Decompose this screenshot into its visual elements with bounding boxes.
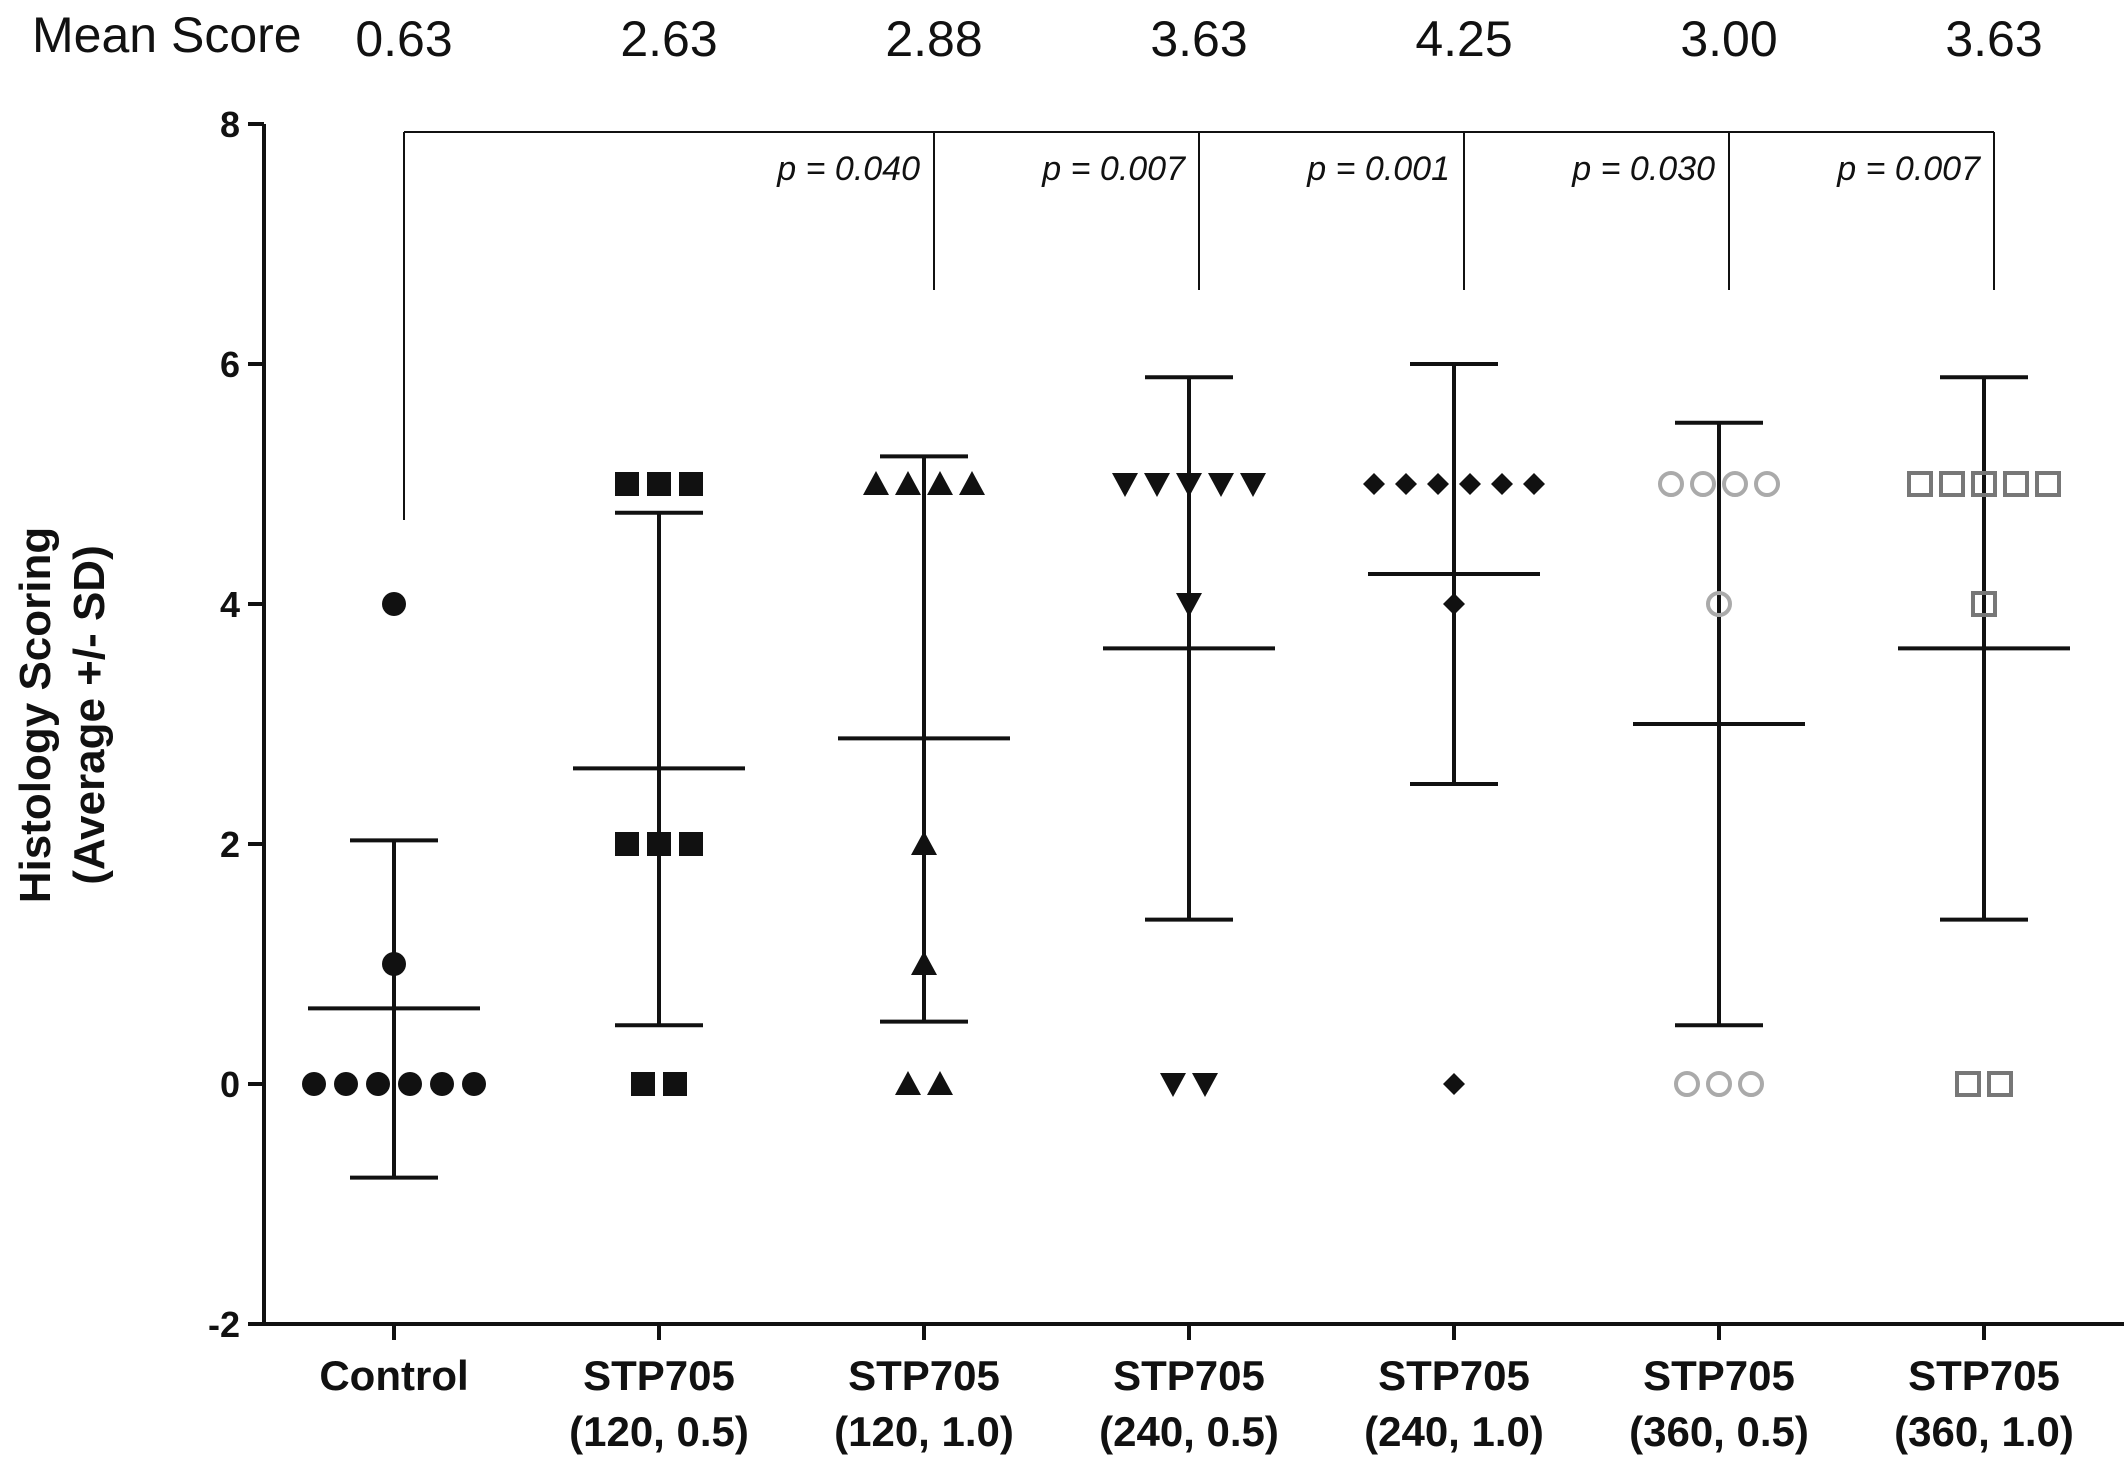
y-axis-title: Histology Scoring (Average +/- SD) xyxy=(11,527,114,903)
data-point-square xyxy=(679,472,703,496)
p-value-label: p = 0.040 xyxy=(776,150,920,188)
data-point-square xyxy=(663,1072,687,1096)
data-point-triangle-up xyxy=(911,951,937,975)
y-tick-label: 6 xyxy=(220,344,240,385)
data-point-diamond xyxy=(1523,473,1545,495)
p-value-label: p = 0.007 xyxy=(1836,150,1981,188)
category-label-line-2: (360, 1.0) xyxy=(1894,1408,2074,1455)
category-label-line-1: STP705 xyxy=(583,1352,735,1399)
data-point-square xyxy=(647,832,671,856)
mean-score-value: 3.00 xyxy=(1680,11,1777,67)
data-point-triangle-up xyxy=(927,1071,953,1095)
category-label-line-2: (240, 0.5) xyxy=(1099,1408,1279,1455)
data-point-diamond xyxy=(1443,593,1465,615)
data-point-triangle-down xyxy=(1112,473,1138,497)
data-point-circle xyxy=(366,1072,390,1096)
error-bars xyxy=(308,362,2070,1180)
data-point-circle xyxy=(398,1072,422,1096)
data-point-triangle-up xyxy=(895,1071,921,1095)
data-point-open-circle xyxy=(1690,471,1716,497)
mean-score-value: 3.63 xyxy=(1150,11,1247,67)
p-value-label: p = 0.001 xyxy=(1306,150,1450,188)
data-point-open-circle xyxy=(1738,1071,1764,1097)
mean-score-value: 2.63 xyxy=(620,11,717,67)
mean-score-value: 2.88 xyxy=(885,11,982,67)
data-point-square xyxy=(615,472,639,496)
data-point-diamond xyxy=(1491,473,1513,495)
data-point-open-square xyxy=(1971,471,1997,497)
data-point-open-circle xyxy=(1706,591,1732,617)
data-point-circle xyxy=(382,952,406,976)
category-label-line-2: (120, 0.5) xyxy=(569,1408,749,1455)
y-axis: -2 0 2 4 6 8 xyxy=(208,104,266,1345)
data-point-circle xyxy=(382,592,406,616)
y-tick-label: 2 xyxy=(220,824,240,865)
data-point-diamond xyxy=(1459,473,1481,495)
category-label-line-2: (120, 1.0) xyxy=(834,1408,1014,1455)
data-point-circle xyxy=(462,1072,486,1096)
data-point-diamond xyxy=(1427,473,1449,495)
data-point-triangle-up xyxy=(911,831,937,855)
category-label-line-1: STP705 xyxy=(1643,1352,1795,1399)
data-point-diamond xyxy=(1395,473,1417,495)
data-point-triangle-up xyxy=(895,471,921,495)
data-point-circle xyxy=(302,1072,326,1096)
category-label-line-2: (240, 1.0) xyxy=(1364,1408,1544,1455)
data-point-open-circle xyxy=(1674,1071,1700,1097)
data-point-open-square xyxy=(1955,1071,1981,1097)
data-point-square xyxy=(631,1072,655,1096)
data-point-open-circle xyxy=(1658,471,1684,497)
data-point-circle xyxy=(430,1072,454,1096)
y-tick-label: 0 xyxy=(220,1064,240,1105)
data-point-open-circle xyxy=(1706,1071,1732,1097)
significance-brackets: p = 0.040 p = 0.007 p = 0.001 p = 0.030 p = … xyxy=(403,131,1995,520)
category-label-line-1: Control xyxy=(319,1352,468,1399)
y-tick-label: 4 xyxy=(220,584,240,625)
y-tick-label: 8 xyxy=(220,104,240,145)
mean-score-value: 3.63 xyxy=(1945,11,2042,67)
category-label-line-1: STP705 xyxy=(1908,1352,2060,1399)
data-point-open-square xyxy=(1939,471,1965,497)
category-label-line-2: (360, 0.5) xyxy=(1629,1408,1809,1455)
data-point-open-square xyxy=(1987,1071,2013,1097)
data-point-triangle-down xyxy=(1144,473,1170,497)
data-points xyxy=(302,471,2061,1097)
p-value-label: p = 0.007 xyxy=(1041,150,1186,188)
data-point-triangle-down xyxy=(1240,473,1266,497)
category-label-line-1: STP705 xyxy=(848,1352,1000,1399)
data-point-triangle-down xyxy=(1192,1073,1218,1097)
data-point-diamond xyxy=(1443,1073,1465,1095)
mean-score-value: 4.25 xyxy=(1415,11,1512,67)
data-point-circle xyxy=(334,1072,358,1096)
data-point-open-square xyxy=(2003,471,2029,497)
category-label-line-1: STP705 xyxy=(1378,1352,1530,1399)
y-axis-title-line-1: Histology Scoring xyxy=(11,527,60,903)
data-point-triangle-up xyxy=(927,471,953,495)
data-point-triangle-down xyxy=(1176,593,1202,617)
data-point-triangle-down xyxy=(1176,473,1202,497)
mean-score-value: 0.63 xyxy=(355,11,452,67)
x-axis xyxy=(264,1322,2124,1340)
p-value-label: p = 0.030 xyxy=(1571,150,1715,188)
mean-score-row: 0.63 2.63 2.88 3.63 4.25 3.00 3.63 xyxy=(355,11,2042,67)
mean-score-title: Mean Score xyxy=(32,7,302,63)
data-point-open-square xyxy=(1971,591,1997,617)
category-label-line-1: STP705 xyxy=(1113,1352,1265,1399)
y-axis-title-line-2: (Average +/- SD) xyxy=(65,545,114,884)
data-point-triangle-up xyxy=(863,471,889,495)
category-labels: Control STP705 (120, 0.5) STP705 (120, 1.0) S… xyxy=(319,1352,2074,1455)
data-point-square xyxy=(615,832,639,856)
data-point-square xyxy=(647,472,671,496)
data-point-square xyxy=(679,832,703,856)
data-point-open-circle xyxy=(1754,471,1780,497)
data-point-diamond xyxy=(1363,473,1385,495)
data-point-triangle-down xyxy=(1208,473,1234,497)
data-point-open-square xyxy=(1907,471,1933,497)
data-point-triangle-up xyxy=(959,471,985,495)
data-point-open-circle xyxy=(1722,471,1748,497)
y-tick-label: -2 xyxy=(208,1304,240,1345)
data-point-triangle-down xyxy=(1160,1073,1186,1097)
data-point-open-square xyxy=(2035,471,2061,497)
